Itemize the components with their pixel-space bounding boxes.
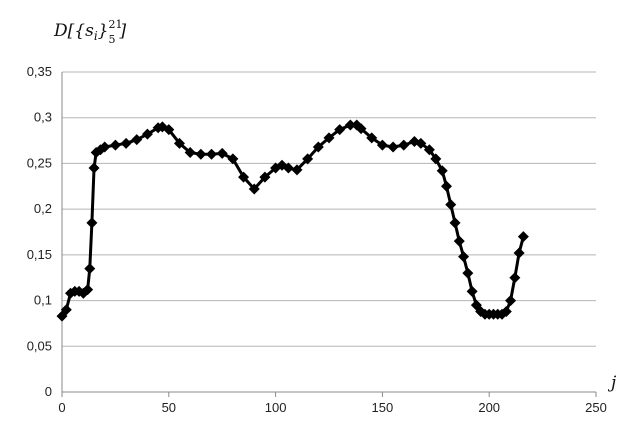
y-tick-label: 0,15 — [27, 247, 52, 262]
data-point — [513, 247, 525, 259]
data-markers — [56, 119, 529, 322]
data-point — [238, 171, 250, 183]
x-tick-label: 50 — [162, 400, 176, 415]
data-point — [509, 272, 521, 284]
data-point — [163, 124, 175, 136]
data-point — [120, 137, 132, 149]
data-point — [462, 267, 474, 279]
data-point — [60, 304, 72, 316]
x-tick-label: 0 — [58, 400, 65, 415]
data-point — [449, 217, 461, 229]
data-point — [216, 147, 228, 159]
data-point — [430, 153, 442, 165]
axes — [61, 72, 597, 397]
data-point — [173, 137, 185, 149]
tick-labels: 0 0,05 0,1 0,15 0,2 0,25 0,3 0,35 0 50 100 150 200 25… — [27, 64, 607, 415]
data-point — [398, 139, 410, 151]
y-tick-label: 0,25 — [27, 155, 52, 170]
y-tick-label: 0,3 — [34, 110, 52, 125]
x-tick-label: 150 — [372, 400, 394, 415]
data-point — [227, 153, 239, 165]
data-point — [323, 132, 335, 144]
data-point — [445, 199, 457, 211]
y-axis-title: D[{si}21 5] — [53, 18, 126, 46]
data-point — [436, 165, 448, 177]
data-point — [453, 235, 465, 247]
data-point — [440, 180, 452, 192]
x-tick-label: 250 — [585, 400, 607, 415]
data-point — [415, 137, 427, 149]
data-point — [84, 263, 96, 275]
data-point — [355, 123, 367, 135]
data-point — [86, 217, 98, 229]
gridlines — [62, 71, 596, 347]
data-point — [99, 141, 111, 153]
x-axis-title: j — [607, 373, 617, 393]
data-point — [302, 153, 314, 165]
data-point — [282, 162, 294, 174]
data-point — [88, 162, 100, 174]
data-point — [82, 284, 94, 296]
data-point — [206, 148, 218, 160]
data-point — [312, 141, 324, 153]
y-tick-label: 0,2 — [34, 201, 52, 216]
y-tick-label: 0,05 — [27, 338, 52, 353]
data-point — [141, 128, 153, 140]
data-point — [423, 144, 435, 156]
data-point — [517, 231, 529, 243]
data-point — [195, 148, 207, 160]
data-point — [248, 183, 260, 195]
data-point — [466, 285, 478, 297]
data-point — [344, 119, 356, 131]
data-point — [131, 134, 143, 146]
data-point — [259, 171, 271, 183]
data-point — [291, 164, 303, 176]
x-tick-label: 100 — [265, 400, 287, 415]
data-point — [376, 139, 388, 151]
x-tick-label: 200 — [478, 400, 500, 415]
data-point — [366, 132, 378, 144]
data-point — [156, 121, 168, 133]
data-point — [334, 124, 346, 136]
data-point — [505, 295, 517, 307]
y-tick-label: 0 — [45, 384, 52, 399]
data-point — [500, 306, 512, 318]
y-tick-label: 0,1 — [34, 293, 52, 308]
data-point — [458, 251, 470, 263]
data-point — [184, 146, 196, 158]
data-point — [109, 139, 121, 151]
data-point — [387, 141, 399, 153]
y-tick-label: 0,35 — [27, 64, 52, 79]
